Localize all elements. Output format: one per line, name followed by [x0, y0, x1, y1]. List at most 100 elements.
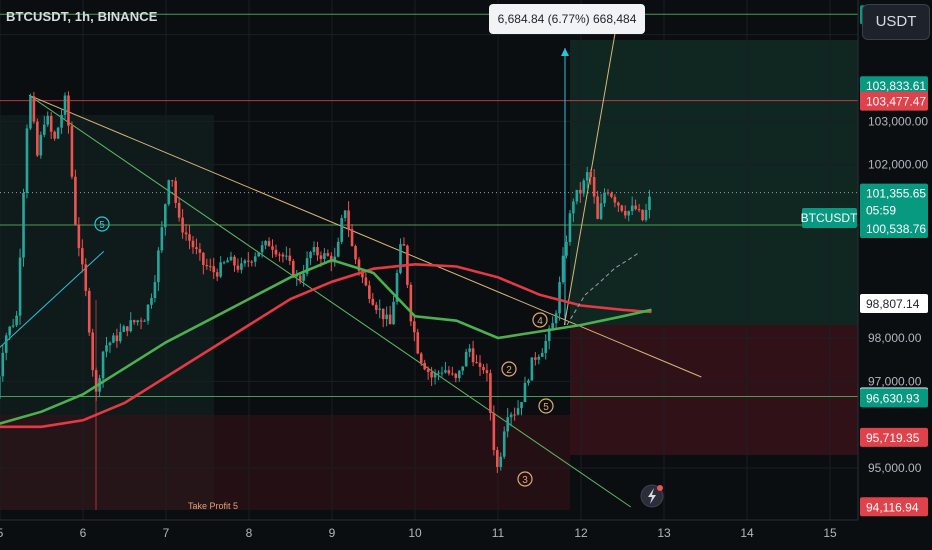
candle-body: [575, 189, 579, 202]
candle-body: [115, 335, 119, 342]
candle-body: [129, 320, 133, 332]
candle-body: [413, 321, 416, 333]
candle-body: [399, 244, 402, 273]
candle-body: [267, 241, 271, 247]
candle-body: [212, 266, 216, 273]
price-tick-label: 102,000.00: [868, 158, 928, 172]
price-tick-label: 103,000.00: [868, 114, 928, 128]
countdown-label: 05:59: [866, 204, 896, 218]
price-label-box: [860, 294, 928, 314]
candle-body: [226, 260, 229, 263]
candle-body: [606, 192, 610, 194]
ma-green-line: [0, 258, 652, 425]
time-tick-label: 14: [740, 526, 754, 540]
candle-body: [219, 262, 222, 277]
candle-body: [523, 382, 527, 403]
candle-body: [492, 412, 496, 451]
candle-body: [416, 332, 420, 354]
candle-body: [579, 189, 582, 194]
candle-body: [489, 373, 492, 413]
candle-body: [243, 260, 247, 264]
candle-body: [236, 265, 240, 270]
candle-body: [499, 456, 503, 467]
candle-body: [0, 376, 1, 399]
price-label-text: 100,538.76: [866, 222, 926, 236]
candle-body: [419, 353, 423, 363]
candle-body: [354, 246, 357, 260]
svg-text:5: 5: [543, 402, 549, 413]
time-tick-label: 15: [823, 526, 837, 540]
moving-averages: [0, 258, 652, 429]
candle-body: [87, 290, 91, 333]
ma-red-line: [0, 262, 652, 429]
wave-label: 5: [94, 216, 110, 232]
candle-body: [191, 240, 195, 248]
time-tick-label: 8: [246, 526, 253, 540]
price-label-text: 98,807.14: [866, 297, 920, 311]
candle-body: [253, 256, 257, 262]
candle-body: [451, 373, 454, 375]
candle-body: [520, 402, 523, 409]
wave-label: 4: [532, 312, 548, 328]
candle-body: [74, 176, 77, 225]
loss-zone: [570, 325, 860, 455]
candle-body: [288, 255, 292, 261]
candle-body: [125, 326, 129, 332]
price-tick-label: 98,000.00: [868, 331, 922, 345]
candle-body: [208, 266, 212, 268]
candle-body: [11, 325, 15, 327]
candle-body: [644, 210, 648, 221]
candle-body: [167, 180, 171, 205]
candle-body: [537, 356, 541, 360]
candle-body: [603, 192, 606, 204]
time-axis[interactable]: [0, 520, 932, 550]
candle-body: [623, 210, 627, 216]
candle-body: [336, 241, 340, 257]
candle-body: [247, 260, 250, 262]
candle-body: [634, 205, 637, 210]
candle-body: [547, 328, 551, 341]
time-tick-label: 13: [657, 526, 671, 540]
candle-body: [22, 193, 25, 258]
price-label-box: [860, 427, 928, 447]
candle-body: [527, 380, 530, 383]
candle-body: [177, 202, 181, 218]
wave-label: 2: [501, 361, 517, 377]
candle-body: [610, 193, 613, 197]
time-tick-label: 10: [408, 526, 422, 540]
candle-body: [81, 248, 84, 265]
candle-body: [60, 114, 63, 128]
candle-body: [371, 298, 375, 305]
candle-body: [164, 204, 167, 228]
candle-body: [305, 258, 309, 274]
candle-body: [437, 372, 440, 374]
candle-body: [56, 127, 60, 139]
candle-body: [70, 125, 74, 177]
candle-body: [240, 263, 243, 270]
currency-button[interactable]: USDT: [862, 4, 930, 40]
candle-body: [544, 340, 548, 353]
candle-body: [374, 304, 378, 310]
candle-body: [592, 176, 596, 197]
candle-body: [617, 202, 620, 206]
candle-body: [181, 217, 184, 233]
candle-body: [105, 345, 108, 352]
candle-body: [513, 414, 516, 416]
price-label-text: 103,477.47: [866, 95, 926, 109]
price-label-text: 96,630.93: [866, 391, 920, 405]
candle-body: [281, 254, 285, 257]
candle-body: [150, 297, 153, 305]
horizontal-levels: [0, 13, 858, 397]
candle-body: [554, 313, 558, 324]
trend-lines: [0, 14, 702, 508]
symbol-header[interactable]: BTCUSDT, 1h, BINANCE: [6, 9, 158, 24]
alert-icon[interactable]: [640, 484, 664, 508]
candle-body: [42, 124, 46, 135]
wave-label: 5: [538, 398, 554, 414]
candle-body: [347, 210, 350, 230]
candle-body: [502, 431, 506, 457]
candle-body: [184, 232, 188, 235]
candle-body: [582, 180, 586, 194]
candle-body: [257, 252, 260, 257]
